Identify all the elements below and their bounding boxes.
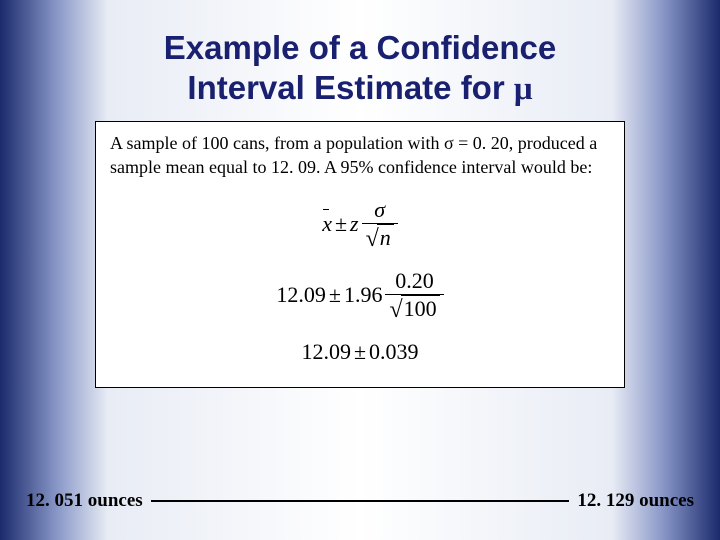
- n-value: 100: [401, 295, 440, 322]
- margin-value: 0.039: [369, 339, 419, 365]
- title-line-2: Interval Estimate for: [187, 69, 513, 106]
- content-box: A sample of 100 cans, from a population …: [95, 121, 625, 388]
- n-radicand: n: [377, 224, 394, 251]
- title-mu-symbol: μ: [514, 71, 533, 107]
- title-line-1: Example of a Confidence: [164, 29, 556, 66]
- mean-value-1: 12.09: [276, 282, 326, 308]
- pm-symbol-2: ±: [329, 282, 341, 308]
- sqrt-100-denominator: √ 100: [385, 294, 443, 323]
- sqrt-wrapper-2: √ 100: [389, 295, 439, 322]
- problem-description: A sample of 100 cans, from a population …: [110, 132, 610, 179]
- z-symbol: z: [350, 211, 359, 237]
- pm-symbol-1: ±: [335, 211, 347, 237]
- sqrt-wrapper-1: √ n: [366, 224, 394, 251]
- sqrt-n-denominator: √ n: [362, 223, 398, 252]
- pm-symbol-3: ±: [354, 339, 366, 365]
- mean-value-2: 12.09: [301, 339, 351, 365]
- range-line: [151, 500, 570, 502]
- z-value: 1.96: [344, 282, 383, 308]
- formula-area: x ± z σ √ n 12.09 ± 1.96 0.20: [110, 179, 610, 373]
- sigma-symbol: σ: [444, 133, 454, 153]
- sigma-over-sqrt-n: σ √ n: [362, 197, 398, 252]
- sd-value: 0.20: [391, 268, 438, 294]
- lower-bound: 12. 051 ounces: [26, 490, 143, 512]
- interval-range: 12. 051 ounces 12. 129 ounces: [0, 490, 720, 512]
- sigma-numerator: σ: [370, 197, 389, 223]
- x-bar-symbol: x: [322, 211, 332, 237]
- upper-bound: 12. 129 ounces: [577, 490, 694, 512]
- slide-title: Example of a Confidence Interval Estimat…: [0, 0, 720, 121]
- formula-general: x ± z σ √ n: [322, 197, 398, 252]
- desc-part-1: A sample of 100 cans, from a population …: [110, 133, 444, 153]
- fraction-numeric: 0.20 √ 100: [385, 268, 443, 323]
- formula-substituted: 12.09 ± 1.96 0.20 √ 100: [276, 268, 443, 323]
- formula-result: 12.09 ± 0.039: [301, 339, 418, 365]
